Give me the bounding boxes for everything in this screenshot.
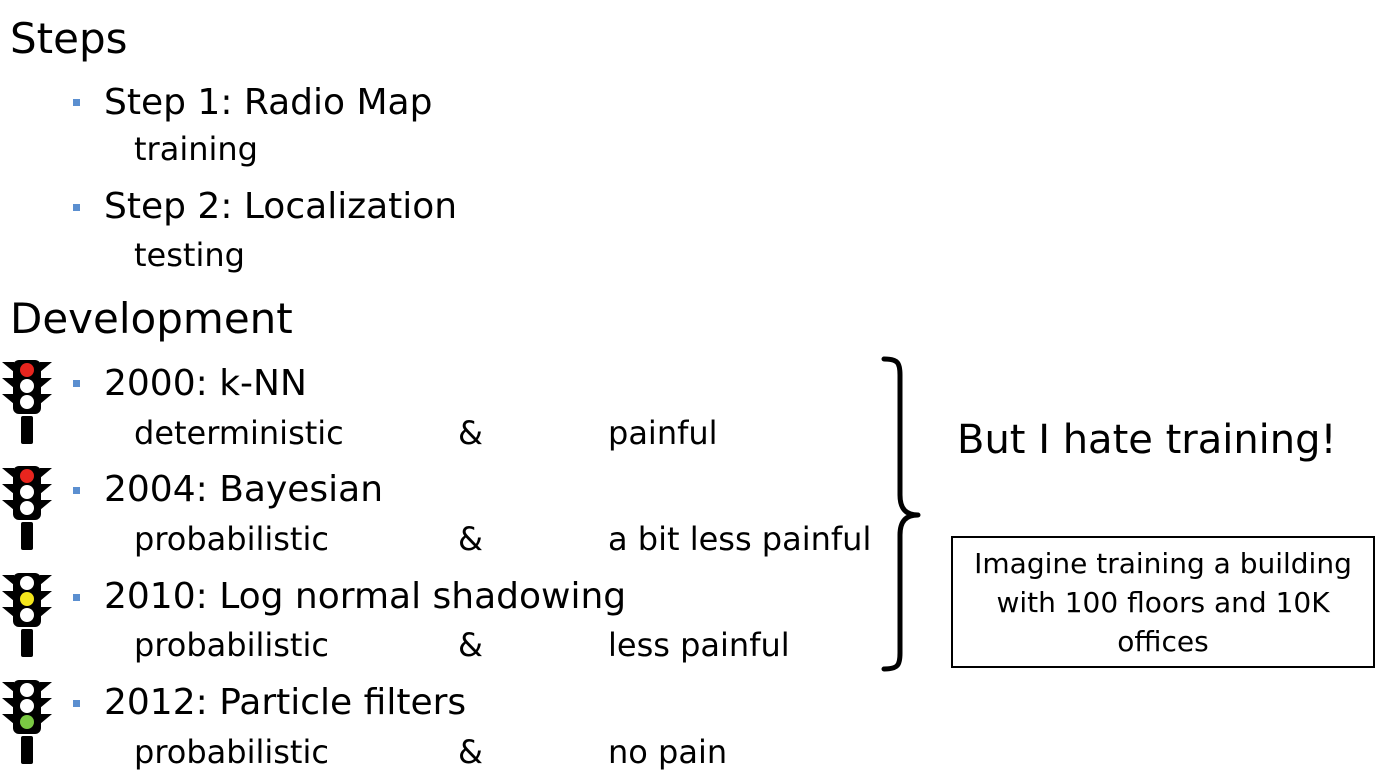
callout-text: But I hate training! xyxy=(957,417,1337,463)
dev-item-3-amp: & xyxy=(458,626,483,664)
dev-item-2-amp: & xyxy=(458,520,483,558)
dev-item-3-pain: less painful xyxy=(608,626,790,664)
dev-item-2-type: probabilistic xyxy=(134,520,329,558)
steps-heading: Steps xyxy=(10,14,128,63)
dev-item-1-amp: & xyxy=(458,414,483,452)
callout-box-text: Imagine training a building with 100 flo… xyxy=(974,546,1352,658)
bullet-icon xyxy=(73,204,80,211)
dev-item-4-amp: & xyxy=(458,733,483,771)
step-2-label: Step 2: Localization xyxy=(104,186,458,227)
dev-item-3-label: 2010: Log normal shadowing xyxy=(104,576,627,617)
curly-brace xyxy=(881,356,921,672)
bullet-icon xyxy=(73,99,80,106)
dev-item-1-pain: painful xyxy=(608,414,718,452)
bullet-icon xyxy=(73,700,80,707)
dev-item-4-type: probabilistic xyxy=(134,733,329,771)
dev-item-2-label: 2004: Bayesian xyxy=(104,469,384,510)
dev-item-1-label: 2000: k-NN xyxy=(104,363,307,404)
step-1-sub: training xyxy=(134,130,258,168)
step-2-sub: testing xyxy=(134,236,245,274)
traffic-light-red-icon xyxy=(2,466,52,550)
traffic-light-yellow-icon xyxy=(2,573,52,657)
bullet-icon xyxy=(73,380,80,387)
traffic-light-green-icon xyxy=(2,680,52,764)
bullet-icon xyxy=(73,594,80,601)
dev-item-1-type: deterministic xyxy=(134,414,344,452)
dev-item-4-pain: no pain xyxy=(608,733,728,771)
step-1-label: Step 1: Radio Map xyxy=(104,82,433,123)
dev-item-2-pain: a bit less painful xyxy=(608,520,872,558)
dev-item-4-label: 2012: Particle filters xyxy=(104,682,467,723)
callout-box: Imagine training a building with 100 flo… xyxy=(951,536,1375,668)
bullet-icon xyxy=(73,487,80,494)
dev-item-3-type: probabilistic xyxy=(134,626,329,664)
development-heading: Development xyxy=(10,294,293,343)
traffic-light-red-icon xyxy=(2,360,52,444)
